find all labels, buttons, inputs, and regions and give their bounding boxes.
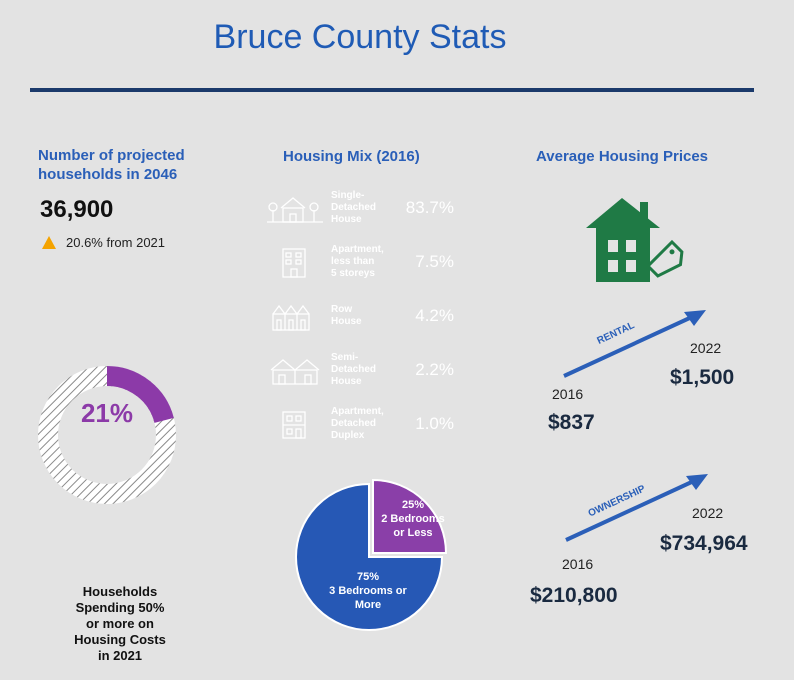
housing-mix-label: Row House [331,304,362,327]
affordability-donut [38,366,176,504]
rental-year-start: 2016 [552,386,584,402]
housing-mix-label: Apartment, Detached Duplex [331,406,384,441]
bedrooms-pie [295,478,448,631]
house-with-tag-icon [586,198,684,282]
ownership-value-start: $210,800 [530,584,618,607]
rental-year-end: 2022 [690,340,722,356]
semi-detached-house-icon [270,359,320,385]
detached-house-icon [267,197,323,223]
affordability-label: Households Spending 50% or more on Housi… [50,584,190,664]
donut-highlight-segment [106,366,174,424]
housing-mix-heading: Housing Mix (2016) [283,148,420,165]
projected-households-value: 36,900 [40,196,114,223]
ownership-year-end: 2022 [692,505,724,521]
pie-slice-3-plus-bedrooms [295,482,444,631]
housing-mix-percent: 83.7% [405,198,454,217]
affordability-percent: 21% [80,398,134,428]
affordability-label-line: or more on [86,616,154,631]
rental-value-start: $837 [548,411,595,434]
up-triangle-icon [42,236,56,249]
rental-trend-arrow [563,310,706,378]
projection-change: 20.6% from 2021 [66,235,166,250]
projection-heading-line2: households in 2046 [38,166,178,183]
ownership-year-start: 2016 [562,556,594,572]
affordability-label-line: Spending 50% [75,600,165,615]
housing-mix-card-duplex: Apartment, Detached Duplex 1.0% [261,400,474,450]
housing-mix-card-single-detached: Single- Detached House 83.7% [261,184,474,234]
projection-heading-line1: Number of projected [38,147,185,164]
title-divider [30,88,754,92]
affordability-label-line: in 2021 [97,648,143,663]
housing-mix-percent: 4.2% [415,306,454,325]
housing-mix-label: Apartment, less than 5 storeys [331,244,384,279]
row-house-icon [272,304,310,331]
housing-mix-card-row-house: Row House 4.2% [261,292,474,342]
page-title: Bruce County Stats [213,18,507,56]
ownership-value-end: $734,964 [660,532,748,555]
affordability-label-line: Housing Costs [74,632,166,647]
housing-mix-percent: 7.5% [415,252,454,271]
housing-mix-label: Single- Detached House [331,190,377,225]
ownership-trend-arrow [565,474,708,542]
rental-value-end: $1,500 [670,366,735,389]
housing-mix-card-semi-detached: Semi- Detached House 2.2% [261,346,474,396]
affordability-label-line: Households [82,584,158,599]
apartment-building-icon [282,248,306,278]
pie-label-large: 75% 3 Bedrooms or More [329,571,407,611]
prices-heading: Average Housing Prices [536,148,709,165]
duplex-building-icon [282,411,306,439]
housing-mix-percent: 1.0% [415,414,454,433]
housing-mix-percent: 2.2% [415,360,454,379]
projection-heading: Number of projected households in 2046 [38,146,185,184]
pie-label-small: 25% 2 Bedrooms or Less [381,499,445,539]
pie-slice-2-or-less-bedrooms [372,478,448,554]
housing-mix-card-apartment-low: Apartment, less than 5 storeys 7.5% [261,238,474,288]
housing-mix-label: Semi- Detached House [331,352,377,387]
